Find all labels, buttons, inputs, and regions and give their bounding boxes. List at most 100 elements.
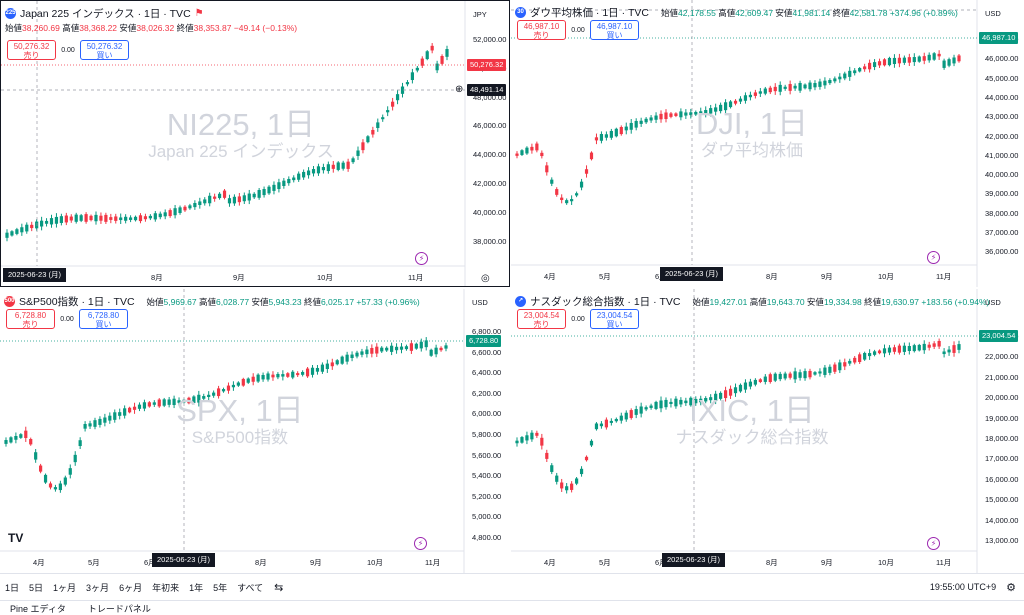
symbol-header[interactable]: 30 ダウ平均株価 · 1日 · TVC 始値42,178.55 高値42,609.… [515,5,958,20]
lightning-icon[interactable]: ⚡ [927,251,940,264]
candle-body [828,366,832,373]
y-tick-label: 41,000.00 [985,150,1019,160]
symbol-title[interactable]: S&P500指数 · 1日 · TVC [19,296,135,308]
lightning-icon[interactable]: ⚡ [414,537,427,550]
add-alert-icon[interactable]: ⊕ [455,84,464,95]
buy-button[interactable]: 46,987.10 買い [590,20,639,40]
chart-svg [1,1,466,286]
tab-trading-panel[interactable]: トレードパネル [87,603,151,614]
axis-settings-icon[interactable]: ◎ [481,273,490,284]
candle-body [947,59,951,66]
candle-body [415,67,419,71]
currency-label[interactable]: JPY [473,10,487,19]
settings-icon[interactable]: ⚙ [1006,581,1016,594]
sell-button[interactable]: 6,728.80 売り [6,309,55,329]
ohlc-label: 安値 [119,23,137,33]
ohlc-values: 始値5,969.67 高値6,028.77 安値5,943.23 終値6,025… [147,296,420,308]
candle-body [163,212,167,217]
ohlc-value: 19,334.98 [823,296,865,307]
ohlc-label: 始値 [5,23,23,33]
candle-body [202,396,206,399]
chart-pane-ixic[interactable]: ↗ ナスダック総合指数 · 1日 · TVC 始値19,427.01 高値19,64… [511,289,1024,573]
symbol-title[interactable]: ナスダック総合指数 · 1日 · TVC [530,296,681,308]
candle-body [69,216,73,221]
range-5y[interactable]: 5年 [213,582,228,593]
candle-body [336,162,340,170]
candle-body [957,55,961,62]
ohlc-value: 38,026.32 [136,23,177,33]
tab-pine-editor[interactable]: Pine エディタ [10,603,66,614]
symbol-header[interactable]: ↗ ナスダック総合指数 · 1日 · TVC 始値19,427.01 高値19,64… [515,294,989,309]
candle-body [758,91,762,94]
crosshair-date-tag: 2025-06-23 (月) [660,267,723,281]
ohlc-label: 高値 [718,7,736,18]
symbol-header[interactable]: 225 Japan 225 インデックス · 1日 · TVC ⚑ 始値38,260.… [5,6,297,33]
candle-body [212,392,216,396]
trade-buttons: 23,004.54 売り 0.00 23,004.54 買い [517,309,639,329]
symbol-title[interactable]: ダウ平均株価 · 1日 · TVC [530,7,650,19]
range-1m[interactable]: 1ヶ月 [53,582,77,593]
candle-body [594,423,599,430]
lightning-icon[interactable]: ⚡ [927,537,940,550]
sell-label: 売り [533,320,550,329]
buy-button[interactable]: 23,004.54 買い [590,309,639,329]
candle-body [545,165,549,173]
candle-body [236,382,240,386]
range-3m[interactable]: 3ヶ月 [86,582,110,593]
currency-label[interactable]: USD [985,9,1001,18]
candle-body [872,62,877,68]
candle-body [375,346,379,354]
x-tick-label: 8月 [766,272,778,281]
currency-label[interactable]: USD [472,298,488,307]
candle-body [654,401,658,409]
candle-body [434,347,438,355]
currency-label[interactable]: USD [985,298,1001,307]
ohlc-value: 19,630.97 [881,296,922,307]
symbol-header[interactable]: 500 S&P500指数 · 1日 · TVC 始値5,969.67 高値6,028… [4,294,420,309]
candle-body [148,215,152,219]
sell-label: 売り [533,31,550,40]
buy-button[interactable]: 6,728.80 買い [79,309,128,329]
range-1y[interactable]: 1年 [189,582,204,593]
range-6m[interactable]: 6ヶ月 [119,582,143,593]
candle-body [570,483,574,490]
chart-pane-ni225[interactable]: 225 Japan 225 インデックス · 1日 · TVC ⚑ 始値38,260.… [0,0,510,287]
range-1d[interactable]: 1日 [5,582,20,593]
flag-icon[interactable]: ⚑ [194,8,204,19]
candle-body [271,374,275,378]
range-all[interactable]: すべて [237,582,264,593]
clock[interactable]: 19:55:00 UTC+9 [929,582,997,592]
candle-body [292,177,296,181]
range-ytd[interactable]: 年初来 [152,582,180,593]
chart-svg [511,0,978,287]
sell-button[interactable]: 46,987.10 売り [517,20,566,40]
y-tick-label: 40,000.00 [985,170,1019,180]
candle-body [773,86,777,92]
candle-body [340,356,344,364]
range-5d[interactable]: 5日 [29,582,44,593]
candle-body [823,367,827,375]
chart-pane-spx[interactable]: 500 S&P500指数 · 1日 · TVC 始値5,969.67 高値6,028… [0,289,510,573]
candle-body [89,215,93,221]
candle-body [624,126,628,131]
candle-body [704,398,708,402]
sell-button[interactable]: 50,276.32 売り [7,40,56,60]
candle-body [763,376,767,382]
candle-body [104,214,108,222]
candle-body [599,423,604,427]
goto-date-icon[interactable]: ⇆ [274,581,284,594]
candle-body [892,57,897,65]
candle-body [286,373,290,377]
symbol-title[interactable]: Japan 225 インデックス · 1日 · TVC [20,8,191,20]
candle-body [282,180,286,187]
lightning-icon[interactable]: ⚡ [415,252,428,265]
spread-value: 0.00 [571,315,585,323]
candle-body [188,205,192,209]
candle-body [584,456,589,461]
candle-body [922,56,926,61]
candle-body [937,340,941,347]
sell-button[interactable]: 23,004.54 売り [517,309,566,329]
buy-button[interactable]: 50,276.32 買い [80,40,129,60]
chart-pane-dji[interactable]: 30 ダウ平均株価 · 1日 · TVC 始値42,178.55 高値42,609.… [511,0,1024,287]
candle-body [132,406,137,410]
